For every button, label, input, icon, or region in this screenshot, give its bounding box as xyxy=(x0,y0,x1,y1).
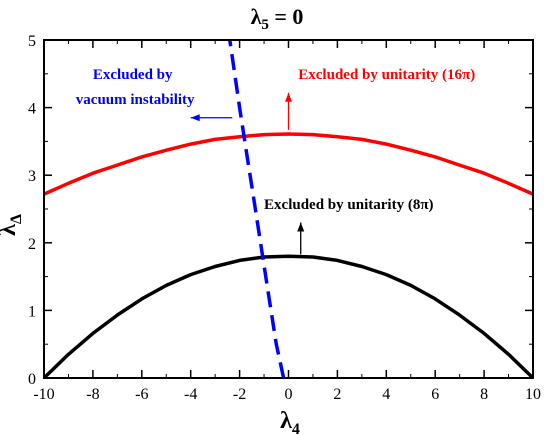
x-tick-label: -6 xyxy=(135,386,148,403)
y-tick-label: 5 xyxy=(28,33,36,50)
x-tick-label: 6 xyxy=(431,386,439,403)
series-line-1 xyxy=(42,254,535,380)
series-line-0 xyxy=(43,132,534,196)
annotations: Excluded by unitarity (16π) Excluded by u… xyxy=(76,67,475,255)
x-tick-label: -4 xyxy=(184,386,197,403)
y-tick-label: 1 xyxy=(28,303,36,320)
x-axis-ticks: -10 -8 -6 -4 -2 0 2 4 6 8 10 xyxy=(33,40,541,403)
annotation-text-2: Excluded by xyxy=(93,67,173,83)
chart-title: λ5 = 0 xyxy=(251,4,304,33)
y-tick-label: 3 xyxy=(28,168,36,185)
annotation-text-0: Excluded by unitarity (16π) xyxy=(298,67,475,83)
annotation-arrowhead-0 xyxy=(285,92,292,102)
plot-area xyxy=(42,39,535,380)
x-tick-label: -8 xyxy=(86,386,99,403)
y-tick-label: 4 xyxy=(28,101,36,118)
annotation-arrowhead-1 xyxy=(297,222,305,232)
annotation-text-1: Excluded by unitarity (8π) xyxy=(264,197,433,213)
annotation-text-3: vacuum instability xyxy=(76,92,195,108)
y-tick-label: 2 xyxy=(28,236,36,253)
x-tick-label: -2 xyxy=(233,386,246,403)
x-tick-label: 0 xyxy=(285,386,293,403)
y-axis-ticks: 0 1 2 3 4 5 xyxy=(28,33,533,388)
x-tick-label: 10 xyxy=(525,386,541,403)
y-tick-label: 0 xyxy=(28,371,36,388)
x-tick-label: 4 xyxy=(382,386,390,403)
series-line-2 xyxy=(228,39,286,379)
y-axis-label: λΔ xyxy=(0,214,25,236)
x-tick-label: 8 xyxy=(480,386,488,403)
x-tick-label: 2 xyxy=(333,386,341,403)
x-axis-label: λ4 xyxy=(280,408,300,435)
annotation-arrowhead-2 xyxy=(190,114,200,122)
x-tick-label: -10 xyxy=(33,386,54,403)
